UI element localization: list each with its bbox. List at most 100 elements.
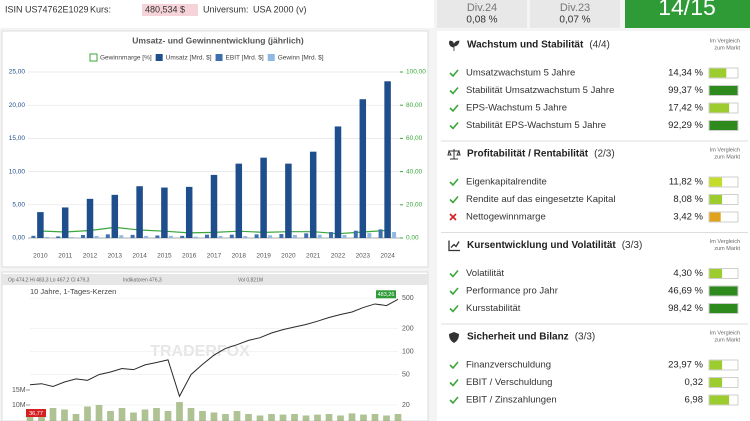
criterion-value: 8,08 % — [673, 194, 703, 205]
criterion-label: Eigenkapitalrendite — [466, 177, 547, 188]
criterion-label: Volatilität — [466, 268, 504, 279]
volume-bar — [107, 411, 114, 421]
bar — [309, 151, 317, 238]
section-count: (3/3) — [622, 240, 643, 251]
bar — [37, 212, 44, 238]
bar — [367, 233, 372, 238]
y2-tick-label: 40,00 — [406, 168, 423, 175]
bar — [268, 235, 273, 238]
criterion-label: Umsatzwachstum 5 Jahre — [466, 68, 575, 79]
status-check — [449, 195, 459, 204]
volume-bar — [325, 414, 333, 421]
y-tick-label: 5,00 — [12, 202, 25, 209]
volume-bar — [84, 406, 91, 421]
status-check — [449, 269, 459, 278]
rating-bar — [709, 195, 723, 204]
chart-title: Umsatz- und Gewinnentwicklung (jährlich) — [132, 35, 304, 45]
compare-note: zum Markt — [714, 154, 740, 160]
y-tick-label: 15,00 — [9, 135, 26, 142]
status-cross — [449, 213, 457, 221]
bar — [279, 234, 284, 238]
price-highlight — [142, 4, 198, 16]
volume-bar — [337, 415, 344, 421]
bar — [285, 163, 292, 238]
legend-marker — [267, 54, 275, 61]
x-tick-label: 2024 — [380, 253, 395, 260]
legend-label: Gewinn [Mrd. $] — [278, 55, 324, 62]
criterion-value: 6,98 — [685, 395, 704, 406]
volume-bar — [141, 409, 149, 421]
bar — [292, 235, 297, 238]
y-tick-label: 100 — [402, 348, 414, 355]
volume-bar — [118, 408, 126, 421]
status-check — [449, 378, 459, 387]
criteria-panel — [437, 31, 750, 421]
universe-label: Universum: — [203, 4, 249, 14]
y-tick-label: 25,00 — [9, 69, 26, 76]
section-title: Profitabilität / Rentabilität — [467, 149, 589, 160]
y-tick-label: 10,00 — [9, 168, 26, 175]
bar — [334, 126, 342, 238]
bar — [210, 174, 218, 238]
dividend-label: Div.24 — [467, 2, 497, 14]
price: 480,534 $ — [145, 4, 185, 14]
bar — [384, 81, 391, 239]
isin: ISIN US74762E1029 — [5, 4, 89, 14]
dividend-value: 0,08 % — [466, 15, 497, 26]
dividend-box — [437, 0, 527, 28]
x-tick-label: 2010 — [33, 253, 48, 260]
volume-bar — [348, 413, 356, 421]
criterion-label: EPS-Wachstum 5 Jahre — [466, 103, 567, 114]
score: 14/15 — [658, 0, 716, 20]
rating-bar — [709, 103, 730, 113]
rating-bar — [709, 304, 738, 313]
volume-bar — [302, 415, 310, 421]
legend-label: Gewinnmarge [%] — [100, 55, 152, 62]
bar — [304, 233, 309, 238]
bar — [317, 234, 322, 238]
status-check — [449, 304, 459, 313]
bar — [353, 230, 358, 238]
bar — [161, 187, 168, 238]
rating-frame — [708, 176, 739, 188]
compare-note: zum Markt — [714, 337, 740, 343]
section-title: Wachstum und Stabilität — [467, 40, 584, 51]
status-check — [449, 396, 459, 405]
bar — [235, 163, 243, 238]
y2-tick-label: 60,00 — [406, 135, 423, 142]
volume-bar — [233, 411, 241, 421]
volume-bar — [153, 408, 160, 421]
price-line — [29, 298, 399, 398]
price-label: 36,77 — [29, 411, 43, 417]
price-label: Kurs: — [90, 4, 111, 14]
section-icon — [449, 332, 459, 343]
status-check — [449, 361, 459, 370]
y-tick-label: 200 — [402, 325, 414, 332]
compare-note: Im Vergleich — [710, 330, 740, 336]
criterion-value: 98,42 % — [668, 303, 703, 314]
volume-bar — [187, 408, 195, 421]
rating-bar — [709, 360, 723, 370]
y-tick-label: 20,00 — [9, 102, 26, 109]
compare-note: Im Vergleich — [710, 239, 740, 245]
criterion-label: EBIT / Verschuldung — [466, 377, 552, 388]
compare-note: zum Markt — [714, 246, 740, 252]
x-tick-label: 2014 — [132, 253, 147, 260]
bar — [31, 235, 36, 238]
bar — [111, 194, 119, 238]
status-check — [449, 178, 459, 187]
volume-bar — [49, 408, 57, 421]
bar — [359, 99, 367, 238]
section-icon — [449, 40, 460, 51]
volume-bar — [383, 415, 390, 421]
y2-tick-label: 15M — [12, 387, 26, 394]
dividend-box — [530, 0, 620, 28]
bar — [61, 207, 69, 238]
criterion-value: 99,37 % — [668, 85, 703, 96]
compare-note: Im Vergleich — [710, 147, 740, 153]
volume-bar — [222, 414, 229, 421]
bar — [193, 236, 198, 238]
volume-bar — [360, 414, 367, 421]
